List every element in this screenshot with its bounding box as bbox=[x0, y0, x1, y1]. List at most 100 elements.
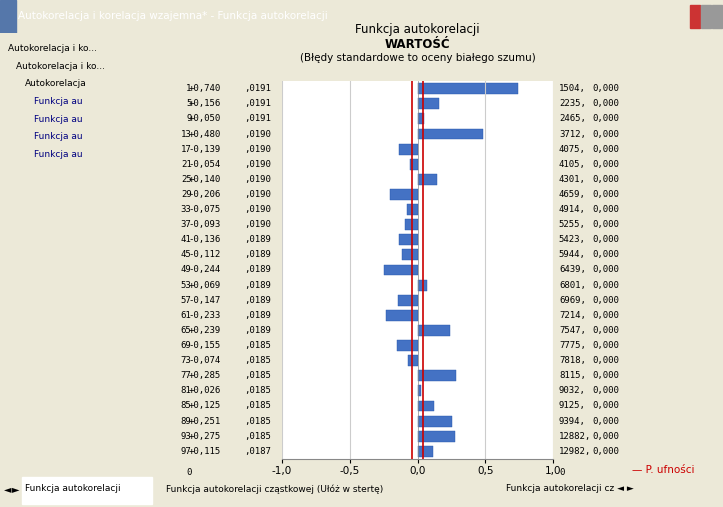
Text: +0,156: +0,156 bbox=[188, 99, 221, 108]
Bar bbox=[399, 234, 418, 245]
Text: ,0189: ,0189 bbox=[244, 296, 271, 305]
Text: Autokorelacja i ko...: Autokorelacja i ko... bbox=[8, 44, 97, 53]
Text: 89: 89 bbox=[181, 417, 192, 425]
Bar bbox=[690, 5, 700, 28]
Text: 77: 77 bbox=[181, 371, 192, 380]
Text: ,0190: ,0190 bbox=[244, 205, 271, 214]
Text: Funkcja au: Funkcja au bbox=[34, 150, 83, 159]
Text: 2465,: 2465, bbox=[559, 115, 586, 123]
Text: Funkcja au: Funkcja au bbox=[34, 97, 83, 106]
Text: 97: 97 bbox=[181, 447, 192, 456]
Text: 6439,: 6439, bbox=[559, 266, 586, 274]
Bar bbox=[398, 295, 418, 306]
Text: 73: 73 bbox=[181, 356, 192, 365]
Text: +0,125: +0,125 bbox=[188, 402, 221, 411]
Text: ,0185: ,0185 bbox=[244, 371, 271, 380]
Text: 9: 9 bbox=[187, 115, 192, 123]
Text: Autokorelacja i ko...: Autokorelacja i ko... bbox=[16, 62, 105, 70]
Text: 0,000: 0,000 bbox=[593, 220, 620, 229]
Text: 7775,: 7775, bbox=[559, 341, 586, 350]
Text: 3712,: 3712, bbox=[559, 129, 586, 138]
Text: 0,000: 0,000 bbox=[593, 144, 620, 154]
Text: -0,054: -0,054 bbox=[188, 160, 221, 169]
Text: 7547,: 7547, bbox=[559, 326, 586, 335]
Text: 0: 0 bbox=[187, 468, 192, 477]
Text: 9394,: 9394, bbox=[559, 417, 586, 425]
Text: Autokorelacja: Autokorelacja bbox=[25, 79, 87, 88]
Text: 12882,: 12882, bbox=[559, 431, 591, 441]
Bar bbox=[701, 5, 711, 28]
Text: Funkcja autokorelacji cz ◄ ►: Funkcja autokorelacji cz ◄ ► bbox=[506, 484, 634, 493]
Text: +0,140: +0,140 bbox=[188, 175, 221, 184]
Text: 5944,: 5944, bbox=[559, 250, 586, 260]
Bar bbox=[407, 204, 418, 215]
Text: -0,244: -0,244 bbox=[188, 266, 221, 274]
Text: 61: 61 bbox=[181, 311, 192, 320]
Text: ,0189: ,0189 bbox=[244, 311, 271, 320]
Bar bbox=[390, 189, 418, 200]
Text: 7214,: 7214, bbox=[559, 311, 586, 320]
Text: 4301,: 4301, bbox=[559, 175, 586, 184]
Bar bbox=[418, 325, 450, 336]
Text: +0,480: +0,480 bbox=[188, 129, 221, 138]
Text: +0,115: +0,115 bbox=[188, 447, 221, 456]
Text: +0,251: +0,251 bbox=[188, 417, 221, 425]
Text: 17: 17 bbox=[181, 144, 192, 154]
Text: 0,000: 0,000 bbox=[593, 129, 620, 138]
Text: Funkcja autokorelacji: Funkcja autokorelacji bbox=[25, 484, 121, 493]
Text: ,0189: ,0189 bbox=[244, 250, 271, 260]
Text: 0,000: 0,000 bbox=[593, 99, 620, 108]
Text: 0,000: 0,000 bbox=[593, 266, 620, 274]
Text: ,0191: ,0191 bbox=[244, 84, 271, 93]
Text: ,0185: ,0185 bbox=[244, 417, 271, 425]
Text: 0,000: 0,000 bbox=[593, 84, 620, 93]
Text: 0,000: 0,000 bbox=[593, 160, 620, 169]
Bar bbox=[410, 159, 418, 170]
Text: -0,075: -0,075 bbox=[188, 205, 221, 214]
Text: -0,074: -0,074 bbox=[188, 356, 221, 365]
Text: 85: 85 bbox=[181, 402, 192, 411]
Text: 9032,: 9032, bbox=[559, 386, 586, 395]
Text: 4075,: 4075, bbox=[559, 144, 586, 154]
Text: +0,069: +0,069 bbox=[188, 280, 221, 289]
Text: ,0190: ,0190 bbox=[244, 220, 271, 229]
Text: 5255,: 5255, bbox=[559, 220, 586, 229]
Text: ,0191: ,0191 bbox=[244, 115, 271, 123]
Text: 0,000: 0,000 bbox=[593, 175, 620, 184]
Text: -0,155: -0,155 bbox=[188, 341, 221, 350]
Bar bbox=[418, 174, 437, 185]
Text: 0,000: 0,000 bbox=[593, 190, 620, 199]
Text: ,0190: ,0190 bbox=[244, 144, 271, 154]
Text: ,0189: ,0189 bbox=[244, 235, 271, 244]
Text: (Błędy standardowe to oceny białego szumu): (Błędy standardowe to oceny białego szum… bbox=[299, 53, 536, 63]
Text: ,0185: ,0185 bbox=[244, 402, 271, 411]
Text: 93: 93 bbox=[181, 431, 192, 441]
Text: 1: 1 bbox=[187, 84, 192, 93]
Text: 0,000: 0,000 bbox=[593, 235, 620, 244]
Text: +0,285: +0,285 bbox=[188, 371, 221, 380]
Text: ,0189: ,0189 bbox=[244, 280, 271, 289]
Text: -0,093: -0,093 bbox=[188, 220, 221, 229]
Text: 12982,: 12982, bbox=[559, 447, 591, 456]
Text: 4914,: 4914, bbox=[559, 205, 586, 214]
Text: 0,000: 0,000 bbox=[593, 296, 620, 305]
Text: — P. ufności: — P. ufności bbox=[632, 465, 694, 476]
Text: -0,136: -0,136 bbox=[188, 235, 221, 244]
Text: 2235,: 2235, bbox=[559, 99, 586, 108]
Text: 7818,: 7818, bbox=[559, 356, 586, 365]
Text: ,0187: ,0187 bbox=[244, 447, 271, 456]
Bar bbox=[418, 401, 435, 411]
Text: 0,000: 0,000 bbox=[593, 431, 620, 441]
Text: 0,000: 0,000 bbox=[593, 205, 620, 214]
Text: 33: 33 bbox=[181, 205, 192, 214]
Text: 8115,: 8115, bbox=[559, 371, 586, 380]
Text: 69: 69 bbox=[181, 341, 192, 350]
Text: 49: 49 bbox=[181, 266, 192, 274]
Text: +0,740: +0,740 bbox=[188, 84, 221, 93]
Text: 81: 81 bbox=[181, 386, 192, 395]
Bar bbox=[418, 385, 421, 396]
Bar bbox=[418, 98, 439, 109]
Text: 57: 57 bbox=[181, 296, 192, 305]
Text: 0,000: 0,000 bbox=[593, 115, 620, 123]
Text: 0: 0 bbox=[559, 468, 564, 477]
